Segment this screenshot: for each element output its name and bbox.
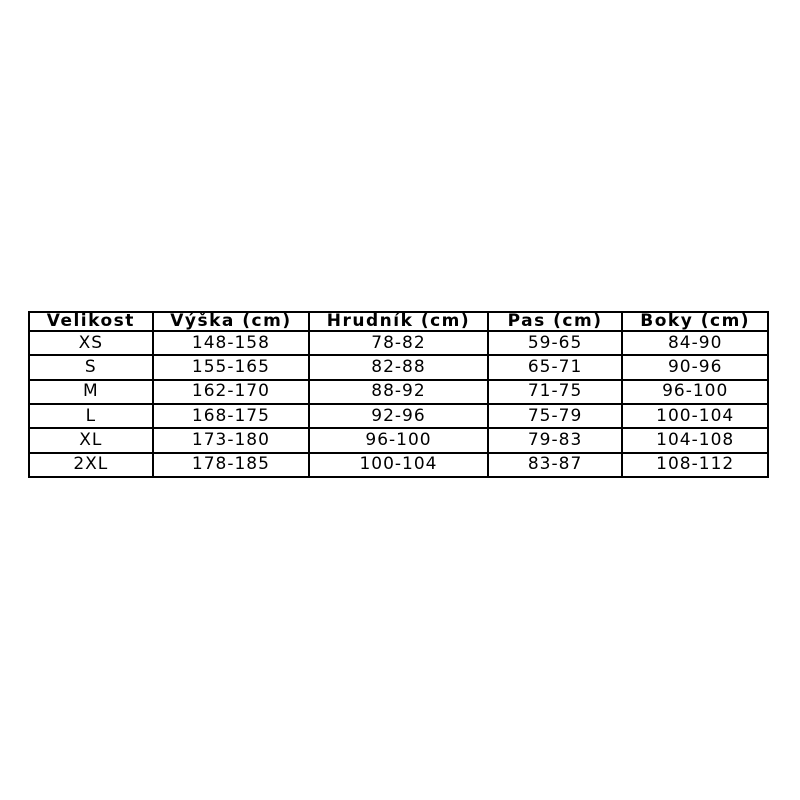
cell-hips: 108-112 bbox=[621, 451, 769, 479]
column-header-waist: Pas (cm) bbox=[486, 311, 624, 332]
cell-size: M bbox=[28, 378, 154, 405]
cell-height: 148-158 bbox=[151, 329, 311, 357]
cell-hips: 104-108 bbox=[621, 427, 769, 454]
cell-hips: 90-96 bbox=[621, 354, 769, 381]
cell-waist: 83-87 bbox=[486, 451, 624, 479]
cell-chest: 96-100 bbox=[308, 427, 489, 454]
cell-height: 173-180 bbox=[151, 427, 311, 454]
column-header-size: Velikost bbox=[28, 311, 154, 332]
cell-size: XS bbox=[28, 329, 154, 357]
cell-size: L bbox=[28, 402, 154, 430]
cell-waist: 59-65 bbox=[486, 329, 624, 357]
cell-waist: 75-79 bbox=[486, 402, 624, 430]
cell-chest: 82-88 bbox=[308, 354, 489, 381]
cell-chest: 92-96 bbox=[308, 402, 489, 430]
cell-waist: 79-83 bbox=[486, 427, 624, 454]
column-header-height: Výška (cm) bbox=[151, 311, 311, 332]
cell-height: 162-170 bbox=[151, 378, 311, 405]
cell-hips: 84-90 bbox=[621, 329, 769, 357]
cell-chest: 78-82 bbox=[308, 329, 489, 357]
table-row-xs: XS 148-158 78-82 59-65 84-90 bbox=[28, 329, 769, 357]
cell-waist: 71-75 bbox=[486, 378, 624, 405]
column-header-chest: Hrudník (cm) bbox=[308, 311, 489, 332]
cell-height: 155-165 bbox=[151, 354, 311, 381]
size-chart-table: Velikost Výška (cm) Hrudník (cm) Pas (cm… bbox=[28, 311, 769, 479]
cell-waist: 65-71 bbox=[486, 354, 624, 381]
table-row-2xl: 2XL 178-185 100-104 83-87 108-112 bbox=[28, 451, 769, 479]
table-row-l: L 168-175 92-96 75-79 100-104 bbox=[28, 402, 769, 430]
table-row-s: S 155-165 82-88 65-71 90-96 bbox=[28, 354, 769, 381]
cell-hips: 100-104 bbox=[621, 402, 769, 430]
cell-size: S bbox=[28, 354, 154, 381]
cell-hips: 96-100 bbox=[621, 378, 769, 405]
header-row: Velikost Výška (cm) Hrudník (cm) Pas (cm… bbox=[28, 311, 769, 332]
table-row-m: M 162-170 88-92 71-75 96-100 bbox=[28, 378, 769, 405]
cell-size: 2XL bbox=[28, 451, 154, 479]
cell-height: 168-175 bbox=[151, 402, 311, 430]
column-header-hips: Boky (cm) bbox=[621, 311, 769, 332]
cell-height: 178-185 bbox=[151, 451, 311, 479]
cell-chest: 100-104 bbox=[308, 451, 489, 479]
table-row-xl: XL 173-180 96-100 79-83 104-108 bbox=[28, 427, 769, 454]
cell-size: XL bbox=[28, 427, 154, 454]
cell-chest: 88-92 bbox=[308, 378, 489, 405]
